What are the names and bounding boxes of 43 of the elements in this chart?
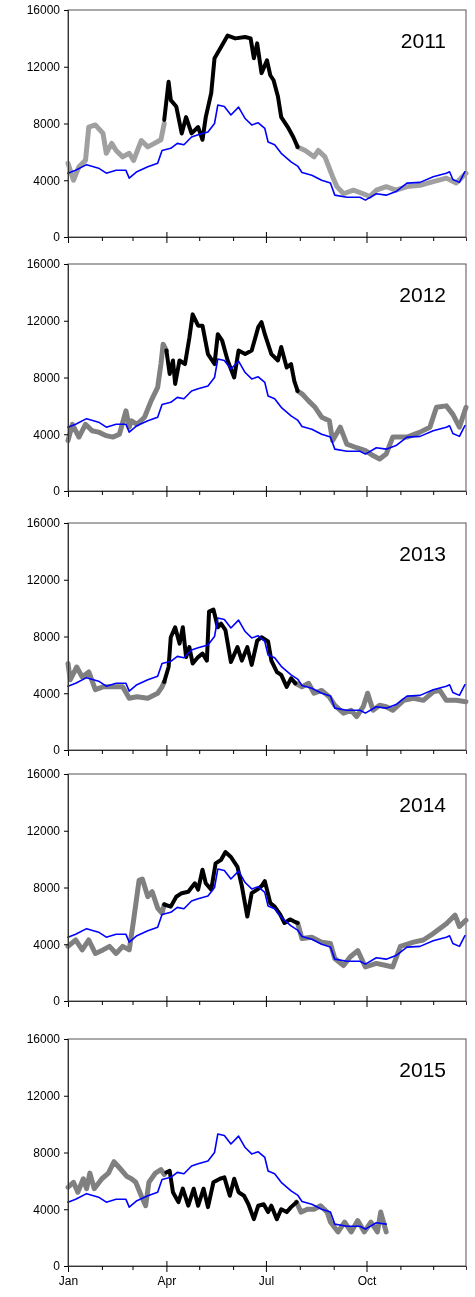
line-series (67, 358, 466, 455)
y-tick-label: 4000 (33, 173, 61, 188)
y-tick-label: 0 (53, 994, 61, 1009)
y-tick-label: 8000 (33, 370, 61, 385)
line-series (67, 617, 466, 714)
y-tick-label: 4000 (33, 686, 61, 701)
y-tick-label: 8000 (33, 116, 61, 131)
text: 2015 (399, 1058, 446, 1081)
line-series (164, 312, 300, 393)
y-tick-label: 0 (53, 1259, 61, 1274)
line-series (162, 33, 300, 149)
y-tick-label: 16000 (26, 1032, 61, 1047)
y-tick-label: 4000 (33, 427, 61, 442)
y-tick-label: 0 (53, 230, 61, 245)
y-tick-label: 12000 (26, 573, 61, 588)
y-tick-label: 16000 (26, 3, 61, 18)
text: 2011 (400, 29, 446, 52)
line-series (162, 607, 298, 689)
x-tick-label: Oct (357, 1273, 377, 1288)
y-tick-label: 12000 (26, 1089, 61, 1104)
y-tick-label: 12000 (26, 314, 61, 329)
line-series (164, 1168, 299, 1222)
line-series (162, 850, 300, 925)
y-tick-label: 0 (53, 484, 61, 499)
y-tick-label: 8000 (33, 1145, 61, 1160)
x-tick-label: Jan (58, 1273, 79, 1288)
y-tick-label: 16000 (26, 516, 61, 531)
y-tick-label: 8000 (33, 629, 61, 644)
y-tick-label: 16000 (26, 257, 61, 272)
text: 2014 (399, 793, 447, 816)
y-tick-label: 16000 (26, 767, 61, 782)
line-series (67, 104, 466, 201)
x-tick-label: Jul (258, 1273, 275, 1288)
y-tick-label: 4000 (33, 937, 61, 952)
line-series (67, 1133, 387, 1230)
text: 2013 (399, 542, 446, 565)
x-tick-label: Apr (157, 1273, 177, 1288)
y-tick-label: 4000 (33, 1202, 61, 1217)
y-tick-label: 8000 (33, 880, 61, 895)
y-tick-label: 12000 (26, 824, 61, 839)
y-tick-label: 12000 (26, 60, 61, 75)
y-tick-label: 0 (53, 743, 61, 758)
text: 2012 (399, 283, 446, 306)
